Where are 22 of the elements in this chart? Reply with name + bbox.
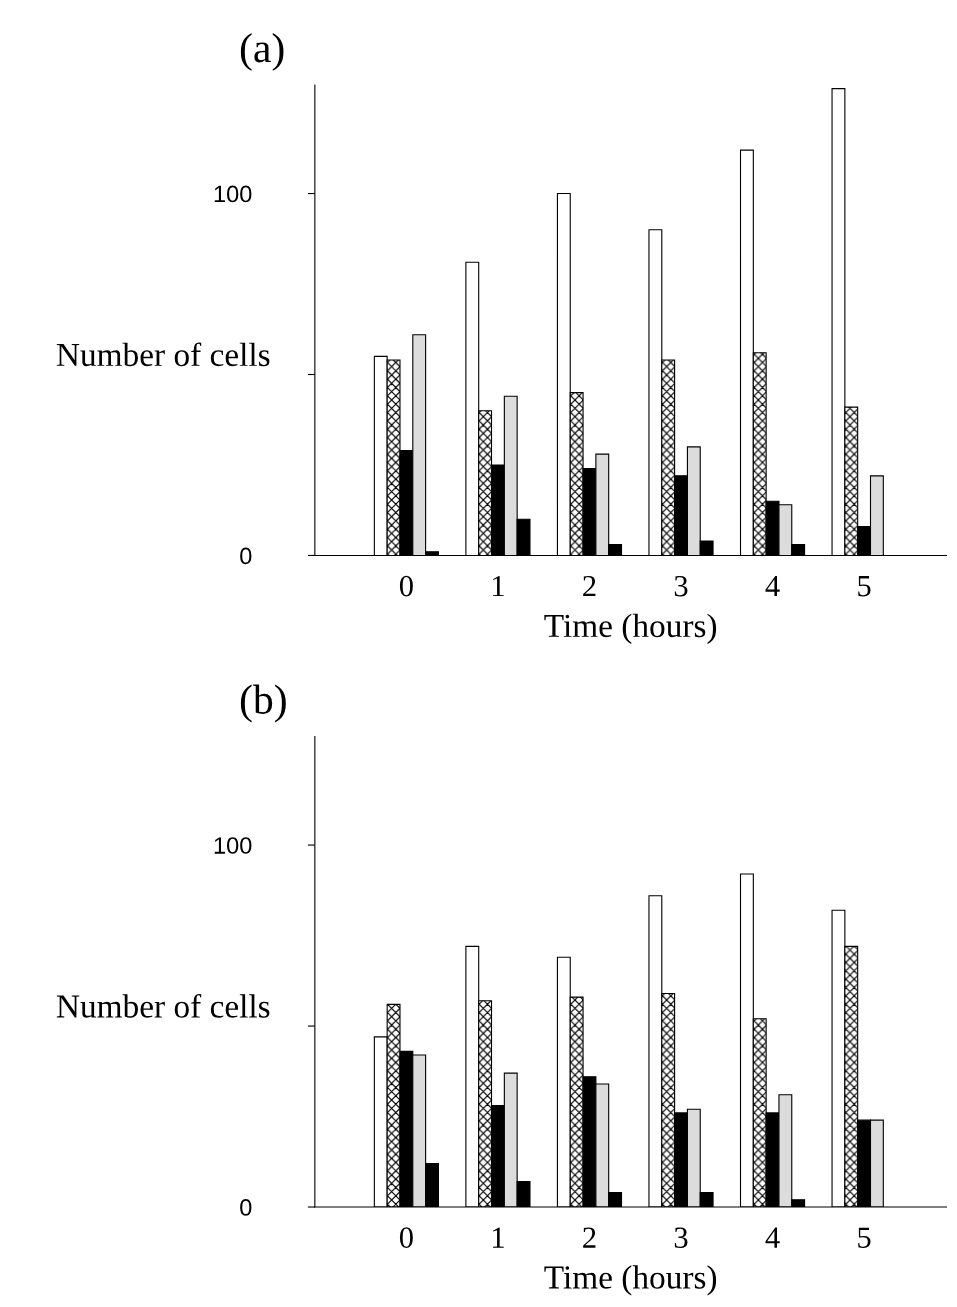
chart-title: (a) bbox=[240, 33, 284, 71]
x-tick-label: 3 bbox=[674, 1227, 688, 1248]
x-tick-label: 5 bbox=[858, 1227, 871, 1248]
y-axis-title: Number of cells bbox=[56, 993, 270, 1018]
y-tick-label: 0 bbox=[240, 1199, 252, 1216]
x-tick-label: 0 bbox=[399, 575, 413, 597]
y-tick-label: 100 bbox=[214, 837, 252, 854]
x-tick-label: 1 bbox=[492, 575, 504, 597]
y-tick-label: 0 bbox=[240, 547, 252, 565]
x-tick-label: 3 bbox=[674, 575, 688, 597]
chart-title: (b) bbox=[240, 684, 286, 723]
x-tick-label: 4 bbox=[765, 1227, 780, 1248]
x-axis-title: Time (hours) bbox=[544, 613, 717, 644]
x-axis-title: Time (hours) bbox=[544, 1265, 717, 1296]
y-axis-title: Number of cells bbox=[56, 342, 270, 367]
x-tick-label: 5 bbox=[858, 576, 871, 597]
x-tick-label: 4 bbox=[765, 576, 780, 597]
x-tick-label: 2 bbox=[583, 575, 596, 597]
x-tick-label: 2 bbox=[583, 1227, 596, 1248]
x-tick-label: 0 bbox=[399, 1227, 413, 1248]
y-tick-label: 100 bbox=[214, 185, 252, 203]
x-tick-label: 1 bbox=[492, 1227, 504, 1248]
